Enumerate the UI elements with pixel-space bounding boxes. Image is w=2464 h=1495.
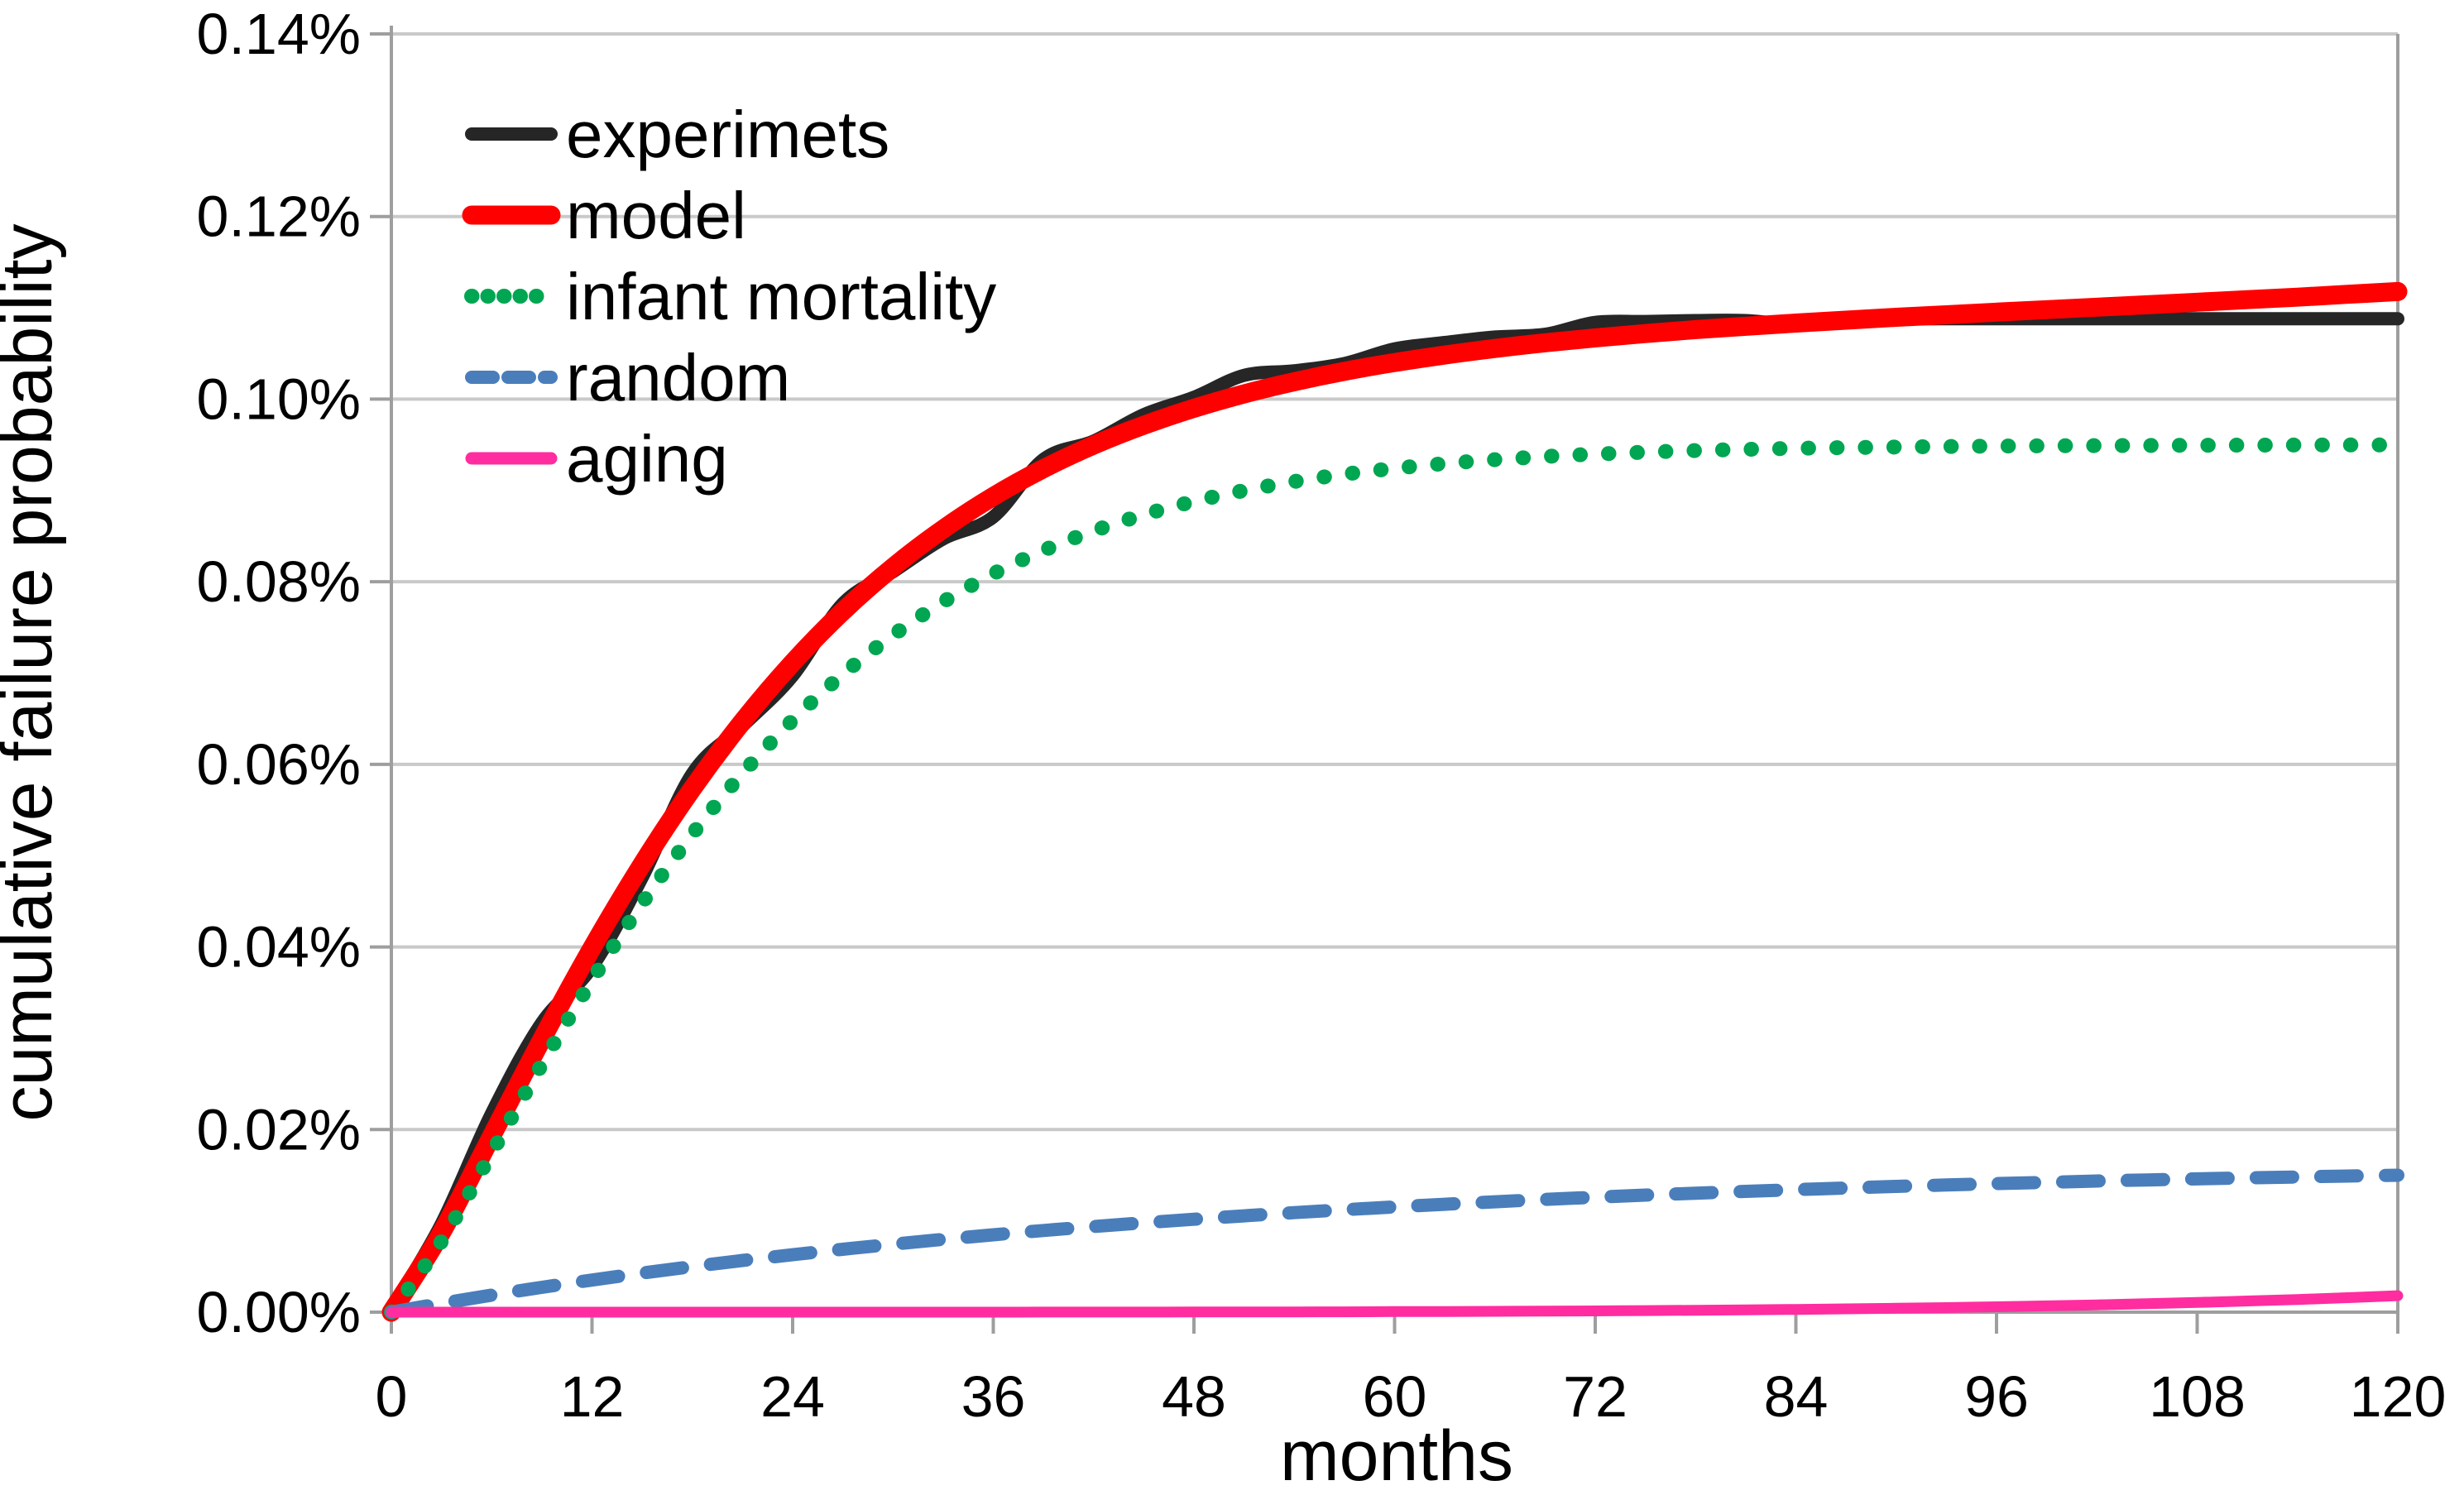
x-tick-label-9: 108 [2149, 1364, 2246, 1429]
x-tick-label-0: 0 [376, 1364, 408, 1429]
x-tick-label-1: 12 [560, 1364, 625, 1429]
y-tick-label-2: 0.04% [197, 915, 361, 980]
legend: experimets model infant mortality random agi… [462, 98, 996, 496]
y-axis-title: cumulative failure probability [0, 223, 67, 1121]
legend-item-aging: aging [465, 422, 728, 496]
legend-item-experimets: experimets [465, 98, 889, 171]
y-tick-label-1: 0.02% [197, 1097, 361, 1162]
x-tick-label-5: 60 [1363, 1364, 1427, 1429]
y-tick-label-5: 0.10% [197, 367, 361, 431]
series-line-aging [386, 1290, 2404, 1318]
series-line-model [381, 281, 2408, 1322]
legend-label-random: random [566, 341, 790, 414]
y-tick-label-4: 0.08% [197, 549, 361, 614]
x-axis-title: months [1280, 1416, 1513, 1495]
series-line-infant-mortality [384, 437, 2405, 1320]
legend-label-infant-mortality: infant mortality [566, 260, 996, 333]
y-tick-label-3: 0.06% [197, 732, 361, 797]
x-tick-label-4: 48 [1162, 1364, 1226, 1429]
x-tick-label-8: 96 [1964, 1364, 2029, 1429]
gridlines [391, 32, 2398, 1132]
y-tick-label-7: 0.14% [197, 2, 361, 66]
legend-item-infant-mortality: infant mortality [464, 260, 996, 333]
legend-item-random: random [465, 341, 790, 414]
x-tick-label-10: 120 [2350, 1364, 2447, 1429]
legend-label-experimets: experimets [566, 98, 889, 171]
y-tick-label-0: 0.00% [197, 1280, 361, 1344]
y-tick-label-6: 0.12% [197, 184, 361, 249]
x-tick-label-2: 24 [760, 1364, 825, 1429]
legend-label-aging: aging [566, 422, 728, 496]
legend-label-model: model [566, 179, 746, 252]
series-lines [381, 281, 2408, 1322]
legend-item-model: model [462, 179, 746, 252]
x-tick-label-6: 72 [1563, 1364, 1627, 1429]
series-line-random [385, 1168, 2404, 1319]
x-tick-label-3: 36 [961, 1364, 1026, 1429]
x-tick-label-7: 84 [1764, 1364, 1829, 1429]
